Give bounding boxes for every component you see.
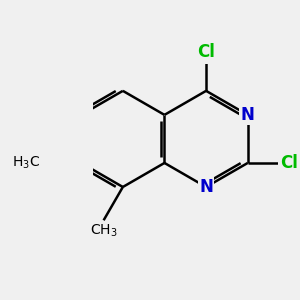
Text: Cl: Cl — [197, 44, 215, 62]
Text: N: N — [199, 178, 213, 196]
Text: Cl: Cl — [280, 154, 298, 172]
Text: H$_3$C: H$_3$C — [12, 155, 40, 171]
Text: N: N — [241, 106, 255, 124]
Text: CH$_3$: CH$_3$ — [90, 223, 117, 239]
